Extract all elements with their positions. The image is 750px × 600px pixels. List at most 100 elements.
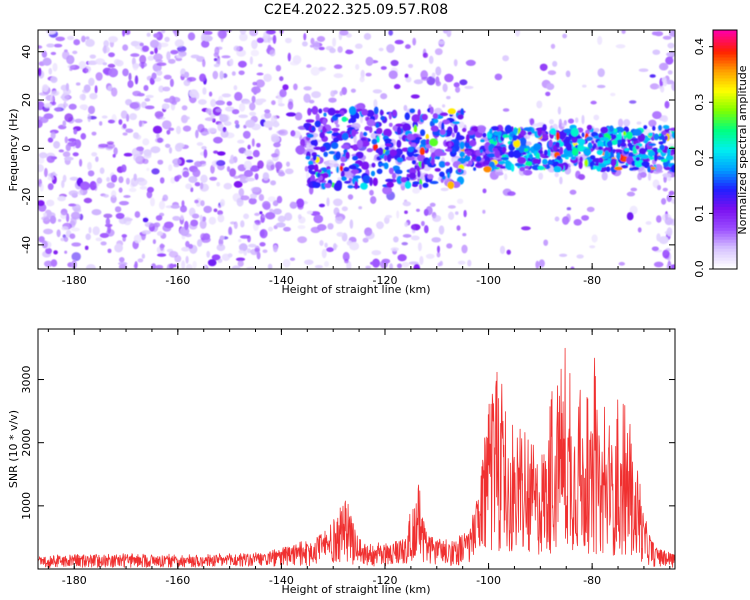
heatmap-cell xyxy=(170,204,180,209)
heatmap-cell xyxy=(575,117,579,123)
heatmap-cell xyxy=(532,123,541,127)
heatmap-cell xyxy=(172,216,181,221)
heatmap-cell xyxy=(378,47,384,52)
heatmap-cell xyxy=(513,128,518,134)
heatmap-cell xyxy=(271,153,279,158)
colorbar-step xyxy=(713,239,737,243)
heatmap-cell xyxy=(445,168,452,175)
heatmap-cell xyxy=(39,183,44,192)
heatmap-cell xyxy=(662,249,670,259)
heatmap-cell xyxy=(233,181,243,188)
heatmap-cell xyxy=(499,245,506,255)
heatmap-cell xyxy=(259,242,266,247)
heatmap-cell xyxy=(589,155,596,160)
heatmap-cell xyxy=(563,128,573,134)
heatmap-cell xyxy=(594,162,600,167)
heatmap-cell xyxy=(596,149,604,155)
heatmap-cell xyxy=(277,169,284,175)
heatmap-cell xyxy=(233,221,238,229)
heatmap-cell xyxy=(142,217,149,223)
heatmap-cell xyxy=(215,100,225,106)
heatmap-cell xyxy=(262,172,270,181)
colorbar-step xyxy=(713,107,737,112)
heatmap-cell xyxy=(199,73,207,82)
heatmap-cell xyxy=(46,199,55,207)
heatmap-cell xyxy=(413,263,420,269)
heatmap-cell xyxy=(362,175,372,184)
heatmap-cell xyxy=(286,112,296,117)
heatmap-cell xyxy=(314,265,323,269)
heatmap-cell xyxy=(166,51,171,61)
heatmap-cell xyxy=(475,155,482,162)
heatmap-cell xyxy=(429,202,436,207)
heatmap-cell xyxy=(662,79,668,87)
heatmap-cell xyxy=(394,39,404,45)
heatmap-cell xyxy=(145,94,154,99)
heatmap-cell xyxy=(108,68,118,78)
heatmap-cell xyxy=(265,212,276,220)
heatmap-cell xyxy=(366,109,375,117)
heatmap-cell xyxy=(185,116,190,120)
heatmap-cell xyxy=(327,107,336,116)
heatmap-cell xyxy=(381,258,391,264)
heatmap-cell xyxy=(585,136,594,141)
snr-x-axis-label: Height of straight line (km) xyxy=(281,583,430,596)
heatmap-cell xyxy=(55,36,65,42)
heatmap-cell xyxy=(312,40,320,51)
heatmap-cell xyxy=(238,147,247,154)
heatmap-cell xyxy=(427,173,434,180)
heatmap-cell xyxy=(524,165,530,169)
heatmap-cell xyxy=(218,30,227,39)
heatmap-cell xyxy=(75,82,81,86)
heatmap-cell xyxy=(202,59,206,68)
x-tick-label: -80 xyxy=(583,574,601,587)
heatmap-cell xyxy=(412,37,417,46)
heatmap-cell xyxy=(649,74,656,78)
heatmap-cell xyxy=(336,212,341,218)
heatmap-cell xyxy=(80,133,87,140)
heatmap-cell xyxy=(174,175,180,182)
heatmap-cell xyxy=(407,146,414,153)
x-tick-label: -140 xyxy=(269,274,294,287)
heatmap-cell xyxy=(386,181,394,188)
heatmap-cell xyxy=(207,259,217,267)
heatmap-cell xyxy=(584,159,589,168)
heatmap-cell xyxy=(279,89,287,98)
heatmap-cell xyxy=(536,100,543,109)
snr-y-axis-label: SNR (10 * v/v) xyxy=(7,410,20,488)
heatmap-cell xyxy=(158,85,165,93)
heatmap-cell xyxy=(57,196,66,202)
heatmap-cell xyxy=(512,149,522,159)
heatmap-cell xyxy=(64,250,68,254)
heatmap-cell xyxy=(613,128,618,133)
heatmap-cell xyxy=(605,166,611,172)
heatmap-cell xyxy=(376,127,383,135)
heatmap-cell xyxy=(107,224,111,234)
heatmap-cell xyxy=(341,206,348,212)
heatmap-cell xyxy=(48,68,53,75)
heatmap-cell xyxy=(353,175,362,179)
heatmap-cell xyxy=(484,160,490,166)
colorbar: 0.0 0.1 0.2 0.3 0.4 Normalized spectral ampl… xyxy=(693,29,749,278)
heatmap-cell xyxy=(434,168,441,172)
heatmap-cell xyxy=(38,164,44,172)
heatmap-cell xyxy=(455,86,461,93)
heatmap-cell xyxy=(153,53,163,61)
heatmap-cell xyxy=(404,210,408,214)
heatmap-cell xyxy=(435,76,440,85)
heatmap-cell xyxy=(52,62,58,72)
heatmap-cell xyxy=(431,72,436,78)
heatmap-cell xyxy=(226,101,233,106)
heatmap-cell xyxy=(62,151,71,158)
heatmap-cell xyxy=(579,156,583,162)
heatmap-cell xyxy=(154,46,158,54)
heatmap-cell xyxy=(420,139,428,146)
heatmap-cell xyxy=(453,124,458,134)
heatmap-cell xyxy=(593,114,600,121)
heatmap-cell xyxy=(434,107,443,115)
colorbar-step xyxy=(713,206,737,210)
heatmap-cell xyxy=(84,245,89,250)
heatmap-cell xyxy=(192,260,197,269)
heatmap-cell xyxy=(666,194,672,202)
heatmap-cell xyxy=(287,52,291,62)
